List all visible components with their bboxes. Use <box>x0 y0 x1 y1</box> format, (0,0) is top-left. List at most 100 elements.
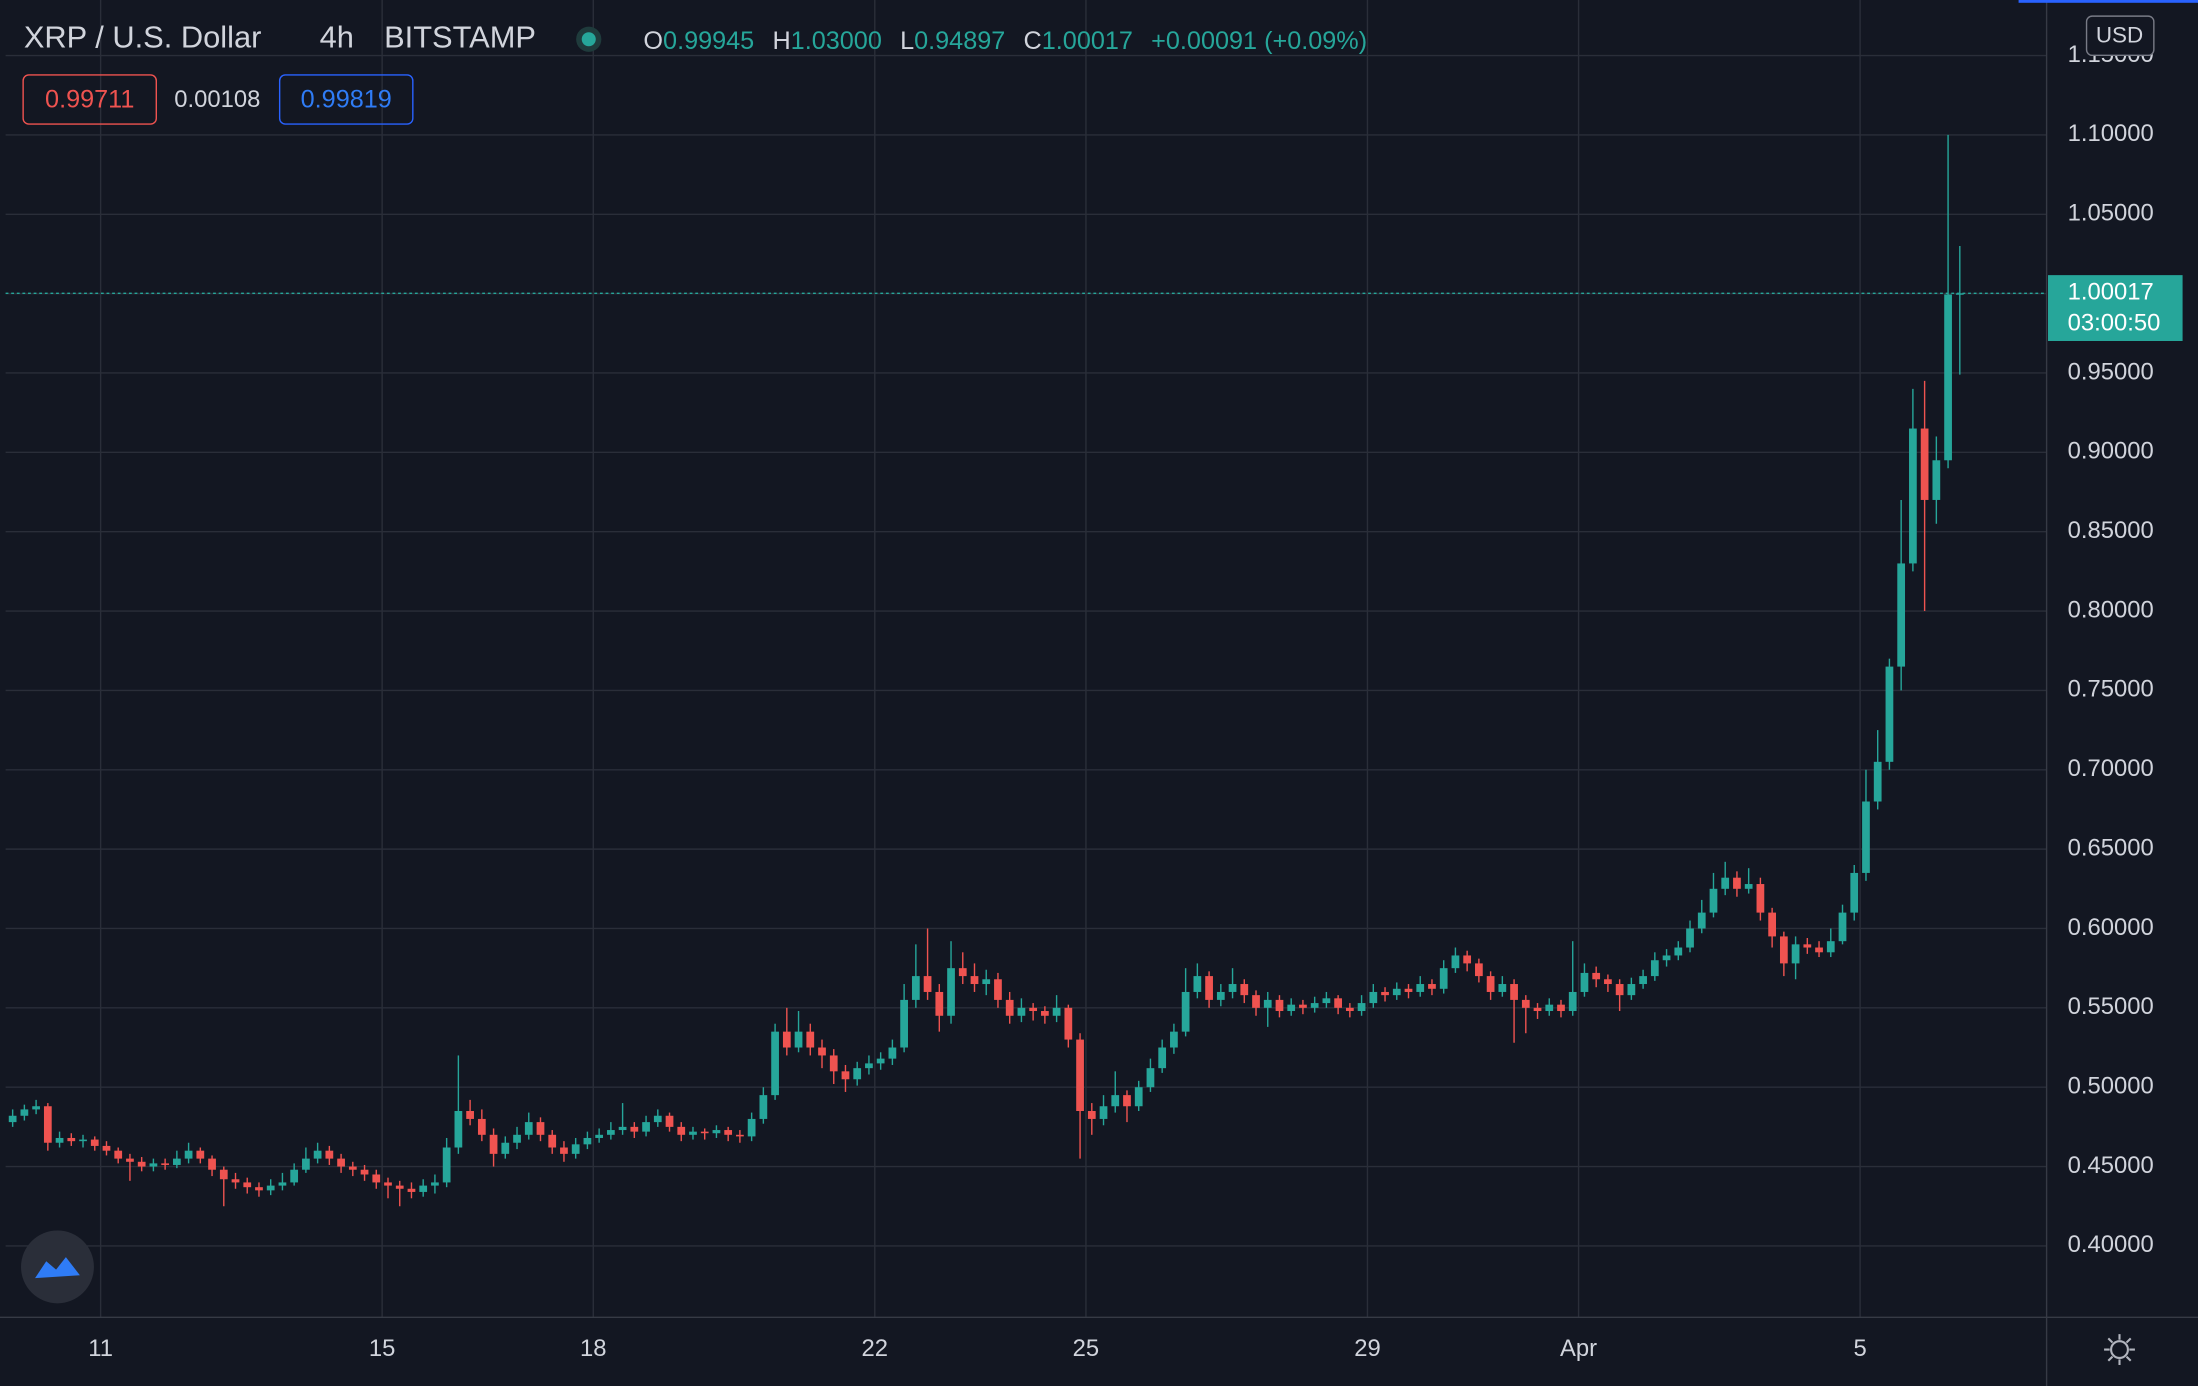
candle-body <box>1158 1047 1167 1069</box>
candle-body <box>79 1139 87 1142</box>
candle-body <box>548 1134 557 1148</box>
candle-body <box>1041 1011 1049 1016</box>
candle-body <box>149 1163 158 1167</box>
candle-body <box>1697 912 1706 929</box>
candle-body <box>1838 912 1847 942</box>
candle-body <box>431 1182 439 1186</box>
sell-price[interactable]: 0.99711 <box>45 86 134 114</box>
candle-body <box>1334 998 1342 1008</box>
h-label: H <box>772 27 790 55</box>
candle-body <box>1134 1087 1143 1107</box>
candle-body <box>853 1068 862 1080</box>
buy-box[interactable] <box>278 74 414 125</box>
candle-body <box>1791 944 1800 964</box>
gear-teeth[interactable] <box>2104 1334 2135 1365</box>
candle-body <box>1275 999 1284 1012</box>
candle-body <box>595 1134 604 1138</box>
candle-body <box>1709 888 1718 913</box>
x-tick-label: 15 <box>369 1335 396 1362</box>
candle-body <box>43 1106 52 1143</box>
y-tick-label: 0.60000 <box>2068 914 2154 941</box>
candle-body <box>1639 976 1647 985</box>
interval: 4h <box>320 19 354 54</box>
candle-body <box>1920 428 1929 500</box>
candle-body <box>1615 984 1624 996</box>
candle-body <box>278 1182 287 1186</box>
candle-body <box>1510 984 1518 1000</box>
candle-body <box>372 1174 381 1183</box>
candle-body <box>1451 955 1460 969</box>
candle-body <box>395 1185 404 1189</box>
candle-body <box>337 1158 345 1167</box>
candle-body <box>771 1031 779 1096</box>
candle-body <box>419 1185 428 1192</box>
currency-frame[interactable] <box>2085 15 2155 57</box>
candle-body <box>583 1137 592 1145</box>
y-tick-label: 0.65000 <box>2068 834 2154 861</box>
y-tick-label: 0.45000 <box>2068 1152 2154 1179</box>
x-tick-label: 18 <box>580 1335 607 1362</box>
candle-body <box>313 1150 322 1159</box>
logo-mark[interactable] <box>35 1257 80 1279</box>
candle-body <box>1345 1007 1354 1012</box>
candle-body <box>1885 666 1894 762</box>
candle-body <box>1768 912 1776 937</box>
y-tick-label: 0.95000 <box>2068 358 2154 385</box>
spread: 0.00108 <box>174 86 260 113</box>
candle-body <box>466 1111 474 1119</box>
candle-body <box>536 1122 545 1135</box>
x-tick-label: 11 <box>88 1335 113 1362</box>
logo[interactable] <box>21 1230 94 1304</box>
top-accent <box>2018 0 2198 3</box>
candle-body <box>1240 984 1249 996</box>
candle-body <box>829 1055 838 1072</box>
price-tag-countdown: 03:00:50 <box>2068 309 2161 336</box>
y-tick-label: 0.55000 <box>2068 993 2154 1020</box>
candle-body <box>1416 984 1425 992</box>
candle-body <box>32 1106 40 1110</box>
gear[interactable] <box>2110 1340 2129 1360</box>
settings[interactable] <box>2104 1334 2135 1365</box>
candle-body <box>1263 999 1272 1008</box>
candle-body <box>1404 988 1413 992</box>
candle-body <box>360 1169 369 1175</box>
candle-body <box>1299 1004 1307 1008</box>
candle-body <box>1850 872 1859 913</box>
currency[interactable]: USD <box>2096 22 2143 47</box>
x-tick-label: 25 <box>1073 1335 1100 1362</box>
candle-body <box>1826 941 1835 953</box>
logo-circle[interactable] <box>21 1230 94 1304</box>
sell-box[interactable] <box>22 74 157 125</box>
candle-body <box>1064 1007 1073 1040</box>
candle-body <box>1721 877 1730 889</box>
price-tag: 1.00017 03:00:50 <box>2048 275 2183 342</box>
candle-body <box>665 1115 674 1127</box>
candle-body <box>1428 984 1436 989</box>
candle-body <box>208 1158 216 1170</box>
c-label: C <box>1024 27 1042 55</box>
candle-body <box>1017 1007 1026 1016</box>
candle-body <box>1897 563 1906 667</box>
candle-body <box>618 1126 627 1131</box>
currency-box[interactable]: USD <box>2085 15 2155 57</box>
candle-body <box>1381 991 1389 996</box>
candle-body <box>255 1187 263 1191</box>
candle-body <box>560 1147 568 1154</box>
buy-price[interactable]: 0.99819 <box>301 86 392 114</box>
candle-body <box>1087 1111 1096 1119</box>
l-value: 0.94897 <box>914 27 1005 55</box>
x-tick-label: 5 <box>1853 1335 1866 1362</box>
candle-body <box>1486 976 1495 992</box>
candle-body <box>231 1179 240 1183</box>
candle-body <box>630 1126 639 1132</box>
candle-body <box>325 1150 334 1159</box>
candle-body <box>1181 991 1190 1032</box>
candle-body <box>90 1139 99 1146</box>
x-tick-label: 22 <box>862 1335 889 1362</box>
candle-body <box>489 1134 498 1154</box>
l-label: L <box>900 27 914 55</box>
candle-body <box>794 1031 803 1048</box>
candle-body <box>818 1047 826 1056</box>
c-value: 1.00017 <box>1042 27 1133 55</box>
